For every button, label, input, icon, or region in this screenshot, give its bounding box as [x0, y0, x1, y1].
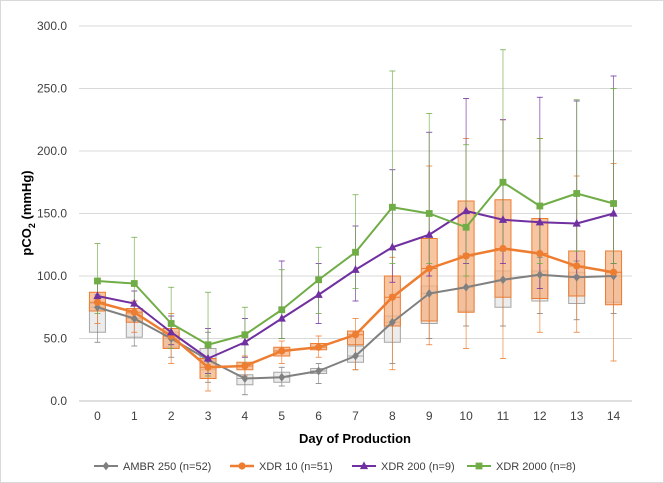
x-tick-label: 3 — [205, 409, 212, 423]
data-point — [536, 270, 544, 280]
data-point — [462, 206, 471, 215]
data-point — [609, 268, 618, 276]
series-markers — [93, 178, 618, 383]
data-point — [241, 362, 249, 370]
data-point — [610, 200, 617, 207]
data-point — [94, 302, 101, 312]
x-tick-label: 13 — [570, 409, 584, 423]
data-point — [130, 280, 138, 287]
legend-label: XDR 2000 (n=8) — [496, 461, 576, 473]
data-point — [167, 327, 176, 336]
x-tick-label: 9 — [426, 409, 433, 423]
legend-label: AMBR 250 (n=52) — [123, 461, 211, 473]
data-point — [238, 462, 246, 470]
data-point — [462, 252, 470, 260]
data-point — [351, 265, 360, 273]
y-tick-label: 100.0 — [37, 269, 67, 283]
y-axis-ticks: 0.0 50.0 100.0 150.0 200.0 250.0 300.0 — [37, 19, 67, 408]
data-point — [425, 289, 433, 298]
data-point — [278, 306, 286, 314]
legend-label: XDR 10 (n=51) — [259, 461, 333, 473]
x-tick-label: 7 — [352, 409, 359, 423]
y-tick-label: 250.0 — [37, 82, 67, 96]
data-point — [315, 343, 323, 351]
y-tick-label: 200.0 — [37, 144, 67, 158]
data-point — [359, 461, 369, 470]
data-point — [352, 248, 359, 256]
data-point — [204, 363, 212, 371]
data-point — [425, 210, 433, 217]
data-point — [535, 217, 544, 226]
x-tick-label: 6 — [315, 409, 322, 423]
data-point — [130, 298, 139, 307]
y-tick-label: 50.0 — [44, 332, 68, 346]
data-point — [388, 242, 397, 251]
data-point — [499, 244, 507, 253]
x-tick-label: 1 — [131, 409, 138, 423]
y-tick-label: 150.0 — [37, 207, 67, 221]
data-point — [277, 313, 286, 322]
x-axis-title: Day of Production — [299, 431, 411, 446]
data-point — [425, 230, 434, 238]
data-point — [425, 264, 433, 273]
data-point — [499, 178, 507, 186]
data-point — [203, 353, 213, 362]
data-point — [241, 374, 249, 383]
y-axis-title-unit: (mmHg) — [19, 170, 34, 223]
data-point — [499, 275, 507, 285]
data-point — [102, 461, 110, 471]
data-point — [475, 462, 483, 470]
data-point — [572, 218, 581, 227]
x-axis-ticks: 0 1 2 3 4 5 6 7 8 9 10 11 12 13 14 — [94, 409, 620, 423]
data-point — [573, 272, 581, 282]
data-point — [536, 202, 544, 210]
data-point — [388, 317, 396, 327]
x-tick-label: 14 — [607, 409, 621, 423]
y-axis-title-main: pCO — [19, 228, 34, 255]
x-tick-label: 4 — [242, 409, 249, 423]
data-point — [93, 298, 102, 306]
data-point — [315, 366, 323, 376]
data-point — [351, 331, 360, 339]
data-point — [498, 215, 508, 223]
data-point — [241, 331, 249, 339]
data-point — [315, 276, 323, 284]
data-point — [573, 262, 581, 270]
data-point — [536, 249, 544, 258]
data-point — [240, 337, 249, 346]
data-point — [130, 308, 138, 316]
data-point — [93, 291, 102, 300]
x-tick-label: 10 — [459, 409, 473, 423]
y-axis-title-subscript: 2 — [27, 223, 37, 228]
data-point — [314, 290, 323, 298]
x-tick-label: 0 — [94, 409, 101, 423]
data-point — [167, 320, 175, 327]
data-point — [352, 351, 359, 361]
data-point — [94, 277, 101, 285]
data-point — [573, 190, 581, 197]
data-point — [462, 282, 470, 292]
data-point — [278, 347, 286, 355]
data-point — [130, 314, 138, 323]
x-tick-label: 8 — [389, 409, 396, 423]
y-tick-label: 300.0 — [37, 19, 67, 33]
x-tick-label: 2 — [168, 409, 175, 423]
legend: AMBR 250 (n=52) XDR 10 (n=51) XDR 200 (n=9… — [94, 461, 576, 473]
x-tick-label: 12 — [533, 409, 547, 423]
data-point — [204, 341, 212, 349]
data-point — [278, 372, 286, 382]
x-tick-label: 11 — [497, 409, 510, 423]
data-point — [388, 293, 396, 301]
data-point — [388, 203, 396, 211]
legend-label: XDR 200 (n=9) — [381, 461, 455, 473]
data-point — [609, 208, 618, 217]
y-axis-title: pCO2 (mmHg) — [19, 170, 37, 255]
y-tick-label: 0.0 — [50, 394, 67, 408]
x-tick-label: 5 — [278, 409, 285, 423]
data-point — [462, 223, 470, 231]
